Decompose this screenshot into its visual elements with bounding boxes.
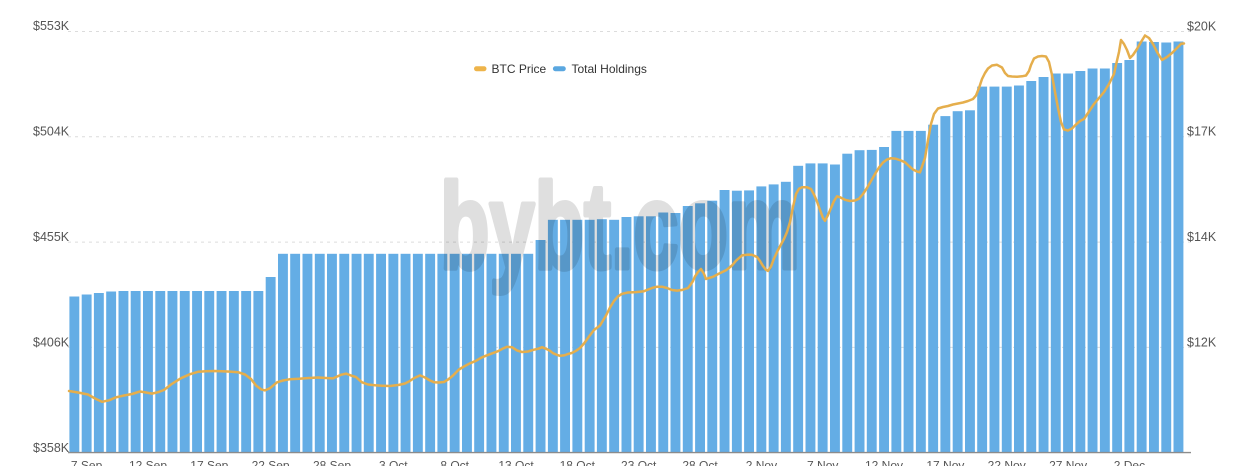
svg-text:28 Sep: 28 Sep <box>313 459 351 466</box>
svg-text:17 Nov: 17 Nov <box>926 459 964 466</box>
svg-text:$504K: $504K <box>33 125 70 139</box>
svg-text:2 Nov: 2 Nov <box>746 459 777 466</box>
svg-text:3 Oct: 3 Oct <box>379 459 408 466</box>
svg-text:28 Oct: 28 Oct <box>682 459 718 466</box>
svg-text:22 Sep: 22 Sep <box>252 459 290 466</box>
svg-text:$14K: $14K <box>1187 230 1217 244</box>
svg-text:12 Sep: 12 Sep <box>129 459 167 466</box>
svg-text:$12K: $12K <box>1187 336 1217 350</box>
svg-text:bybt.com: bybt.com <box>440 158 800 294</box>
svg-text:$358K: $358K <box>33 441 70 455</box>
svg-text:22 Nov: 22 Nov <box>988 459 1026 466</box>
svg-text:$20K: $20K <box>1187 20 1217 34</box>
svg-text:27 Nov: 27 Nov <box>1049 459 1087 466</box>
svg-text:13 Oct: 13 Oct <box>498 459 534 466</box>
svg-text:2 Dec: 2 Dec <box>1114 459 1145 466</box>
svg-text:7 Nov: 7 Nov <box>807 459 838 466</box>
svg-text:$553K: $553K <box>33 19 70 33</box>
svg-text:$406K: $406K <box>33 336 70 350</box>
svg-text:Total Holdings: Total Holdings <box>572 62 647 76</box>
svg-text:BTC Price: BTC Price <box>492 62 547 76</box>
svg-text:12 Nov: 12 Nov <box>865 459 903 466</box>
svg-text:7 Sep: 7 Sep <box>71 459 103 466</box>
svg-text:17 Sep: 17 Sep <box>190 459 228 466</box>
svg-text:18 Oct: 18 Oct <box>560 459 596 466</box>
svg-text:23 Oct: 23 Oct <box>621 459 657 466</box>
svg-text:8 Oct: 8 Oct <box>440 459 469 466</box>
svg-text:$17K: $17K <box>1187 125 1217 139</box>
svg-text:$455K: $455K <box>33 230 70 244</box>
